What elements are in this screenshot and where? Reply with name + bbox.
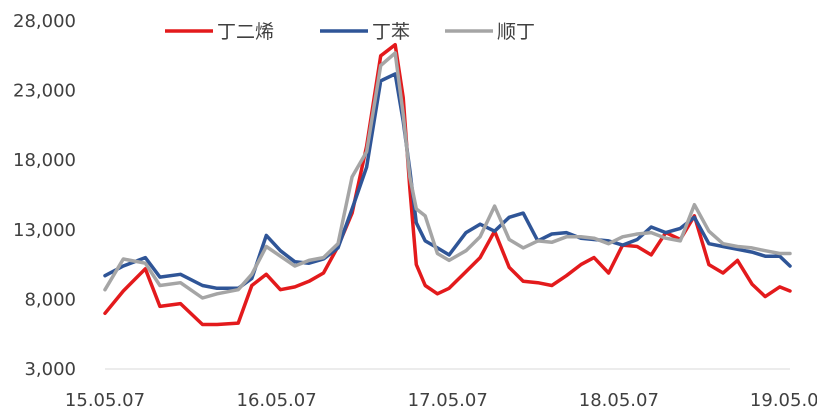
series-line-1	[103, 42, 792, 327]
x-tick-label: 15.05.07	[65, 390, 145, 411]
y-tick-label: 13,000	[13, 220, 76, 241]
y-tick-label: 23,000	[13, 81, 76, 102]
legend-label: 丁二烯	[217, 21, 274, 43]
series-line-3	[103, 51, 792, 300]
series-lines	[103, 42, 792, 327]
y-tick-label: 28,000	[13, 11, 76, 32]
x-tick-label: 17.05.07	[408, 390, 488, 411]
x-tick-label: 16.05.07	[237, 390, 317, 411]
y-tick-label: 18,000	[13, 150, 76, 171]
x-tick-label: 18.05.07	[579, 390, 659, 411]
y-axis-tick-labels: 3,000 8,000 13,000 18,000 23,000 28,000	[13, 11, 76, 380]
y-tick-label: 8,000	[24, 289, 76, 310]
legend: 丁二烯 丁苯 顺丁	[165, 21, 535, 43]
legend-label: 丁苯	[372, 21, 410, 43]
y-tick-label: 3,000	[24, 359, 76, 380]
legend-label: 顺丁	[497, 21, 535, 43]
x-axis-tick-labels: 15.05.07 16.05.07 17.05.07 18.05.07 19.05.07	[65, 390, 817, 411]
x-tick-label: 19.05.07	[750, 390, 817, 411]
series-line-2	[103, 72, 792, 291]
